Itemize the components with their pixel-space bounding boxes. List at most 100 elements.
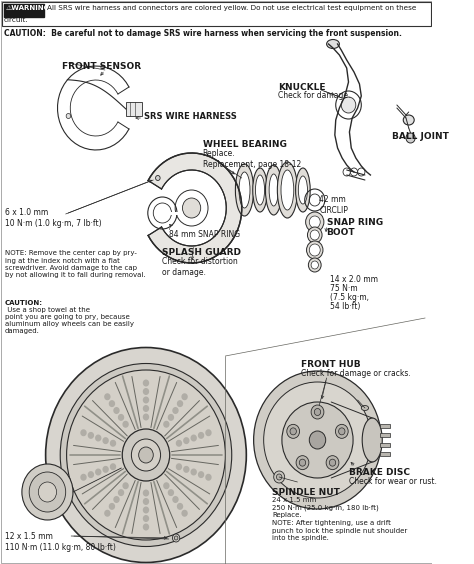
Ellipse shape — [104, 393, 110, 400]
Circle shape — [326, 456, 339, 470]
Text: circuit.: circuit. — [4, 17, 28, 23]
Ellipse shape — [143, 388, 149, 395]
Circle shape — [350, 168, 358, 176]
Bar — [126, 102, 142, 116]
Ellipse shape — [255, 175, 264, 205]
Ellipse shape — [109, 503, 115, 510]
Text: NOTE: Remove the center cap by pry-
ing at the index notch with a flat
screwdriv: NOTE: Remove the center cap by pry- ing … — [5, 250, 145, 279]
Circle shape — [406, 133, 415, 143]
Ellipse shape — [168, 414, 174, 421]
Text: SRS WIRE HARNESS: SRS WIRE HARNESS — [144, 112, 237, 121]
Text: SPLASH GUARD: SPLASH GUARD — [163, 248, 241, 257]
Ellipse shape — [182, 510, 188, 517]
Bar — [380, 443, 391, 447]
Circle shape — [173, 534, 180, 542]
Text: SNAP RING: SNAP RING — [327, 218, 383, 227]
Text: CAUTION:: CAUTION: — [5, 300, 43, 306]
Ellipse shape — [67, 370, 225, 540]
Ellipse shape — [143, 413, 149, 421]
Text: 84 mm SNAP RING: 84 mm SNAP RING — [169, 230, 240, 239]
Ellipse shape — [183, 466, 190, 473]
Text: 14 x 2.0 mm: 14 x 2.0 mm — [330, 275, 378, 284]
Ellipse shape — [143, 506, 149, 513]
Ellipse shape — [265, 165, 282, 215]
Ellipse shape — [177, 503, 183, 510]
Ellipse shape — [46, 347, 246, 562]
Ellipse shape — [88, 471, 94, 478]
Ellipse shape — [143, 396, 149, 403]
Circle shape — [306, 212, 324, 232]
Circle shape — [273, 471, 285, 483]
Ellipse shape — [163, 482, 170, 489]
Ellipse shape — [198, 432, 204, 439]
Circle shape — [38, 482, 56, 502]
Ellipse shape — [205, 474, 212, 481]
Ellipse shape — [277, 162, 297, 218]
Circle shape — [131, 439, 161, 471]
Ellipse shape — [177, 400, 183, 407]
Ellipse shape — [176, 463, 182, 470]
Circle shape — [307, 241, 323, 259]
Bar — [380, 424, 391, 428]
Ellipse shape — [191, 434, 197, 442]
Ellipse shape — [110, 463, 116, 470]
Ellipse shape — [253, 168, 267, 212]
Circle shape — [296, 456, 309, 470]
Text: (7.5 kg·m,: (7.5 kg·m, — [330, 293, 369, 302]
Ellipse shape — [143, 380, 149, 386]
Ellipse shape — [143, 515, 149, 522]
Circle shape — [336, 424, 348, 438]
Ellipse shape — [281, 170, 294, 210]
Ellipse shape — [113, 496, 119, 503]
Text: BOOT: BOOT — [327, 228, 355, 237]
Text: Check for damage.: Check for damage. — [278, 91, 351, 100]
Text: BALL JOINT: BALL JOINT — [392, 132, 449, 141]
Ellipse shape — [269, 174, 278, 206]
Circle shape — [29, 472, 66, 512]
Text: Check for distortion
or damage.: Check for distortion or damage. — [163, 257, 238, 277]
PathPatch shape — [148, 153, 242, 263]
Text: Check for wear or rust.: Check for wear or rust. — [348, 477, 437, 486]
Ellipse shape — [163, 421, 170, 428]
Circle shape — [341, 97, 356, 113]
Ellipse shape — [205, 429, 212, 436]
Ellipse shape — [362, 418, 382, 462]
Circle shape — [175, 190, 208, 226]
Circle shape — [311, 261, 319, 269]
Ellipse shape — [143, 523, 149, 531]
Circle shape — [182, 198, 201, 218]
Ellipse shape — [361, 406, 369, 411]
Ellipse shape — [80, 474, 87, 481]
Ellipse shape — [296, 168, 310, 212]
Circle shape — [276, 474, 282, 480]
Ellipse shape — [172, 496, 179, 503]
Circle shape — [358, 168, 365, 176]
Ellipse shape — [282, 402, 353, 478]
Ellipse shape — [182, 393, 188, 400]
Ellipse shape — [176, 440, 182, 447]
Text: 6 x 1.0 mm
10 N·m (1.0 kg·m, 7 lb·ft): 6 x 1.0 mm 10 N·m (1.0 kg·m, 7 lb·ft) — [5, 208, 101, 228]
Text: CAUTION:  Be careful not to damage SRS wire harness when servicing the front sus: CAUTION: Be careful not to damage SRS wi… — [4, 29, 401, 38]
Circle shape — [139, 447, 153, 463]
Circle shape — [309, 258, 321, 272]
Ellipse shape — [95, 469, 101, 475]
Ellipse shape — [143, 405, 149, 412]
Ellipse shape — [264, 382, 371, 498]
Bar — [4, 4, 44, 17]
Circle shape — [336, 91, 361, 119]
Circle shape — [338, 428, 345, 435]
Circle shape — [287, 424, 300, 438]
Circle shape — [309, 216, 320, 228]
Circle shape — [290, 428, 296, 435]
Circle shape — [309, 431, 326, 449]
Text: All SRS wire harness and connectors are colored yellow. Do not use electrical te: All SRS wire harness and connectors are … — [46, 5, 416, 11]
Circle shape — [66, 113, 71, 118]
Ellipse shape — [143, 490, 149, 496]
Text: 24 x 1.5 mm
250 N·m (25.0 kg·m, 180 lb·ft)
Replace.
NOTE: After tightening, use : 24 x 1.5 mm 250 N·m (25.0 kg·m, 180 lb·f… — [272, 497, 407, 541]
Ellipse shape — [122, 421, 129, 428]
Circle shape — [314, 408, 321, 416]
Ellipse shape — [172, 407, 179, 414]
Text: 54 lb·ft): 54 lb·ft) — [330, 302, 361, 311]
Ellipse shape — [403, 115, 414, 125]
Ellipse shape — [95, 434, 101, 442]
